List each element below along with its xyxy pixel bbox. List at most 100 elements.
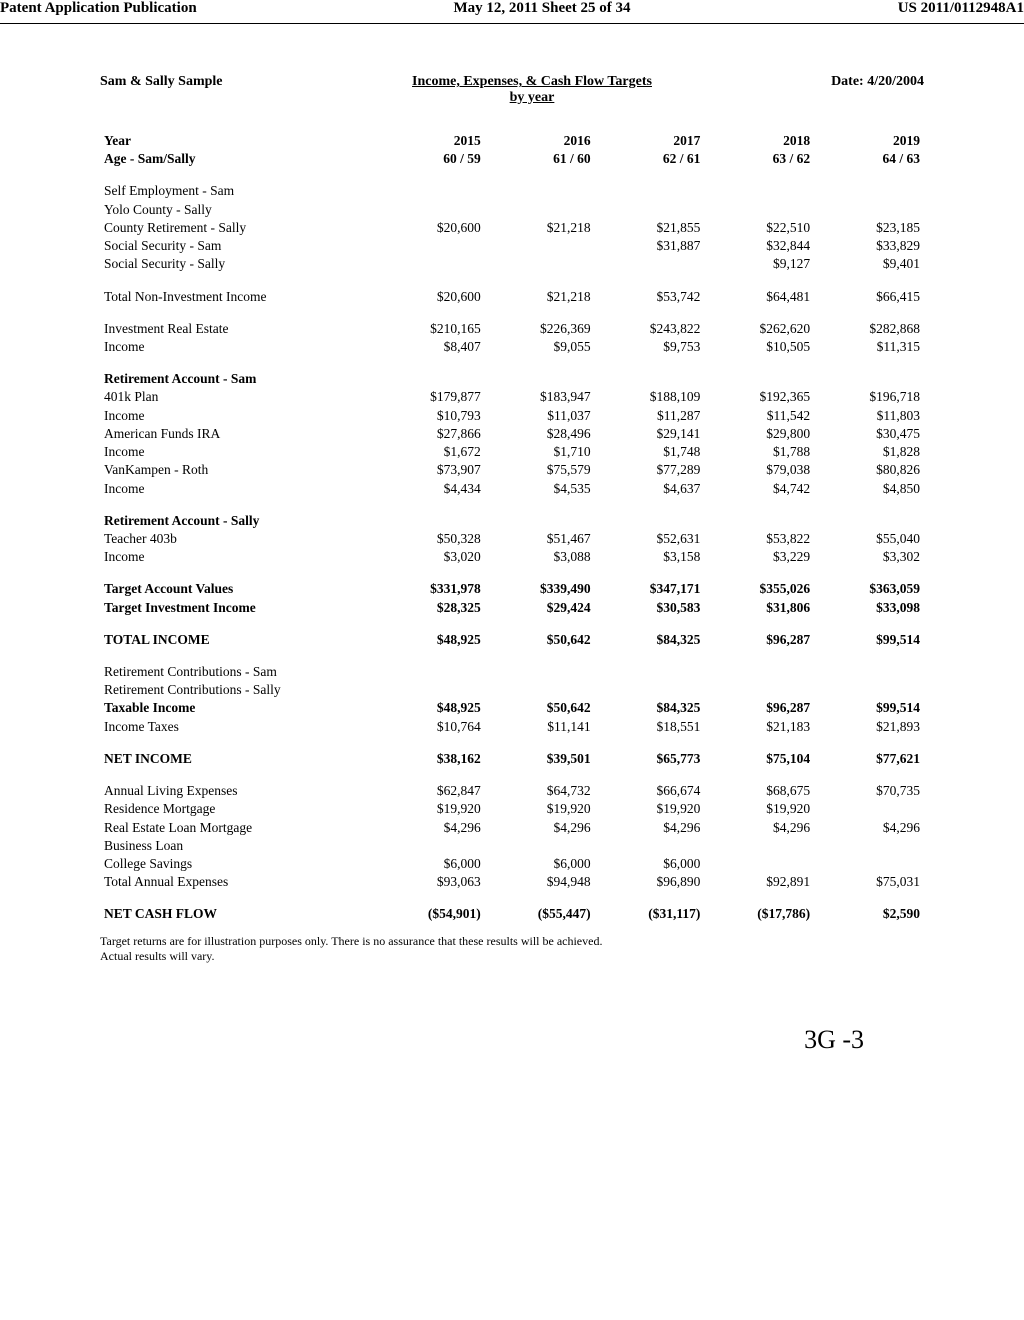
ret-sam-value: $4,742 [704,480,814,498]
footer-line-2: Actual results will vary. [100,949,215,963]
expense-row: Business Loan [100,837,924,855]
expense-value [375,837,485,855]
year-label: Year [100,132,375,150]
expense-value: $93,063 [375,873,485,891]
target-value: $30,583 [595,599,705,617]
ret-sam-value: $30,475 [814,425,924,443]
ret-sam-value: $192,365 [704,388,814,406]
ret-sam-value: $73,907 [375,461,485,479]
income-row: Social Security - Sam $31,887$32,844$33,8… [100,237,924,255]
income-value: $32,844 [704,237,814,255]
expense-row: College Savings$6,000$6,000$6,000 [100,855,924,873]
income-value [485,237,595,255]
ret-sally-value: $55,040 [814,530,924,548]
age-3: 63 / 62 [704,150,814,168]
age-0: 60 / 59 [375,150,485,168]
expense-value [814,855,924,873]
figure-number: 3G -3 [100,1025,924,1055]
age-4: 64 / 63 [814,150,924,168]
contrib-value: $21,183 [704,718,814,736]
target-value: $28,325 [375,599,485,617]
contrib-label: Income Taxes [100,718,375,736]
contrib-value: $48,925 [375,699,485,717]
income-label: Social Security - Sam [100,237,375,255]
year-0: 2015 [375,132,485,150]
income-label: Self Employment - Sam [100,182,375,200]
cashflow-table: Year 2015 2016 2017 2018 2019 Age - Sam/… [100,132,924,924]
ret-sam-value: $10,793 [375,407,485,425]
income-value: $31,887 [595,237,705,255]
year-4: 2019 [814,132,924,150]
income-value [375,201,485,219]
expense-value: $94,948 [485,873,595,891]
expense-label: College Savings [100,855,375,873]
contrib-label: Taxable Income [100,699,375,717]
pub-label: Patent Application Publication [0,0,260,17]
income-row: Yolo County - Sally [100,201,924,219]
ret-sam-value: $1,748 [595,443,705,461]
expense-value: $19,920 [485,800,595,818]
ret-sam-value: $1,828 [814,443,924,461]
client-name: Sam & Sally Sample [100,74,320,90]
ret-sam-value: $4,637 [595,480,705,498]
expense-value: $62,847 [375,782,485,800]
target-value: $347,171 [595,580,705,598]
expense-value: $92,891 [704,873,814,891]
contrib-value: $96,287 [704,699,814,717]
contrib-value [704,681,814,699]
ret-sally-value: $51,467 [485,530,595,548]
total-income-label: TOTAL INCOME [100,631,375,649]
ret-sally-label: Teacher 403b [100,530,375,548]
year-1: 2016 [485,132,595,150]
contrib-value: $99,514 [814,699,924,717]
ret-sam-value: $27,866 [375,425,485,443]
ret-sam-label: Income [100,480,375,498]
ret-sam-value: $1,788 [704,443,814,461]
footer-note: Target returns are for illustration purp… [100,934,924,965]
ret-sam-row: Income$10,793$11,037$11,287$11,542$11,80… [100,407,924,425]
contrib-row: Retirement Contributions - Sally [100,681,924,699]
net-income-row: NET INCOME $38,162 $39,501 $65,773 $75,1… [100,750,924,768]
report-page: Sam & Sally Sample Income, Expenses, & C… [0,24,1024,1095]
age-row: Age - Sam/Sally 60 / 59 61 / 60 62 / 61 … [100,150,924,168]
expense-value: $6,000 [375,855,485,873]
income-value: $22,510 [704,219,814,237]
year-2: 2017 [595,132,705,150]
ret-sam-value: $11,803 [814,407,924,425]
income-value: $9,401 [814,255,924,273]
ret-sally-label: Income [100,548,375,566]
ret-sam-value: $188,109 [595,388,705,406]
expense-value [485,837,595,855]
expense-value: $19,920 [595,800,705,818]
expense-value: $4,296 [375,819,485,837]
contrib-row: Income Taxes$10,764$11,141$18,551$21,183… [100,718,924,736]
ret-sally-value: $3,229 [704,548,814,566]
ret-sally-value: $3,302 [814,548,924,566]
expense-value: $96,890 [595,873,705,891]
total-noninv-label: Total Non-Investment Income [100,288,375,306]
contrib-value [485,663,595,681]
ret-sam-row: American Funds IRA$27,866$28,496$29,141$… [100,425,924,443]
year-row: Year 2015 2016 2017 2018 2019 [100,132,924,150]
report-subtitle: by year [510,90,555,105]
income-label: Social Security - Sally [100,255,375,273]
income-value: $33,829 [814,237,924,255]
target-value: $331,978 [375,580,485,598]
expense-value: $70,735 [814,782,924,800]
ret-sam-label: VanKampen - Roth [100,461,375,479]
age-2: 62 / 61 [595,150,705,168]
ret-sam-row: 401k Plan$179,877$183,947$188,109$192,36… [100,388,924,406]
ret-sam-label: American Funds IRA [100,425,375,443]
income-value: $21,855 [595,219,705,237]
ret-sam-value: $79,038 [704,461,814,479]
target-value: $33,098 [814,599,924,617]
ret-sam-value: $80,826 [814,461,924,479]
income-value [485,201,595,219]
ret-sam-value: $77,289 [595,461,705,479]
expense-value [704,837,814,855]
ret-sally-row: Income$3,020$3,088$3,158$3,229$3,302 [100,548,924,566]
ret-sam-label: 401k Plan [100,388,375,406]
income-value [704,182,814,200]
ret-sam-row: Income$1,672$1,710$1,748$1,788$1,828 [100,443,924,461]
contrib-value: $18,551 [595,718,705,736]
